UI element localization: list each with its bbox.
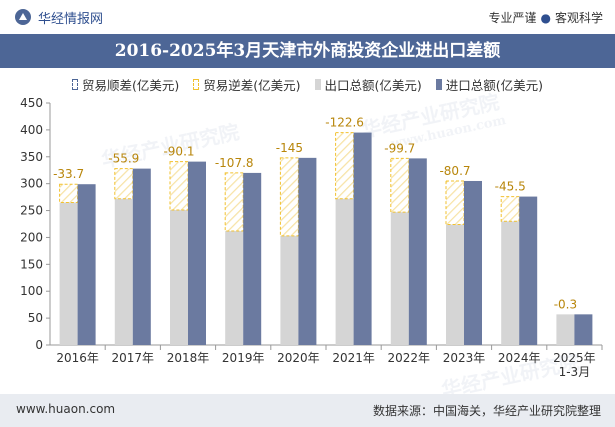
chart-plot: 0 50 100 150 200 250 300 350 400 450 2016年 2017年 201…: [20, 96, 603, 379]
x-tick-label: 2016年: [56, 351, 99, 365]
brand[interactable]: 华经情报网: [14, 8, 104, 27]
import-bar: [132, 168, 151, 345]
footer: www.huaon.com 数据来源：中国海关，华经产业研究院整理: [0, 394, 615, 427]
deficit-data-label: -0.3: [554, 297, 577, 311]
export-bar: [446, 224, 464, 345]
y-tick-label: 400: [20, 123, 43, 137]
title-bar: 2016-2025年3月天津市外商投资企业进出口差额: [0, 34, 615, 68]
deficit-data-label: -80.7: [439, 164, 470, 178]
deficit-data-label: -145: [276, 141, 303, 155]
export-bar: [556, 314, 575, 345]
import-bar: [188, 161, 206, 345]
legend-swatch-surplus-icon: [71, 78, 78, 90]
footer-site-url[interactable]: www.huaon.com: [16, 402, 116, 416]
import-bar: [353, 132, 372, 345]
deficit-data-label: -99.7: [384, 141, 415, 155]
import-bar: [77, 184, 96, 345]
y-tick-label: 100: [20, 284, 43, 298]
legend-label-export: 出口总额(亿美元): [324, 77, 422, 93]
deficit-bar: [59, 183, 79, 203]
legend-item-import[interactable]: 进口总额(亿美元): [435, 75, 544, 94]
y-tick-label: 0: [35, 338, 43, 352]
x-tick-label: 1-3月: [559, 365, 591, 379]
chart-legend: 贸易顺差(亿美元) 贸易逆差(亿美元) 出口总额(亿美元) 进口总额(亿美元): [0, 74, 615, 94]
deficit-data-label: -107.8: [215, 156, 254, 170]
legend-label-import: 进口总额(亿美元): [445, 77, 544, 93]
export-bar: [335, 198, 354, 345]
import-bar: [519, 196, 538, 345]
x-tick-label: 2018年: [167, 351, 210, 365]
tagline-left: 专业严谨: [488, 11, 537, 25]
deficit-bar: [445, 180, 465, 226]
x-tick-label: 2024年: [498, 351, 541, 365]
deficit-data-label: -90.1: [163, 145, 194, 159]
legend-swatch-import-icon: [435, 78, 442, 90]
deficit-bar: [335, 132, 355, 200]
x-tick-label: 2019年: [222, 351, 265, 365]
import-bar: [464, 180, 482, 345]
x-tick-label: 2025年: [553, 351, 596, 365]
y-tick-label: 350: [20, 150, 43, 164]
deficit-bar: [169, 161, 189, 211]
y-tick-label: 50: [28, 311, 43, 325]
deficit-bar: [114, 168, 134, 200]
deficit-bar: [500, 196, 520, 222]
export-bar: [59, 202, 78, 345]
deficit-bar: [224, 172, 244, 232]
top-bar: 华经情报网 专业严谨 ● 客观科学: [0, 0, 615, 34]
deficit-bar: [279, 157, 299, 237]
legend-item-export[interactable]: 出口总额(亿美元): [314, 75, 422, 94]
y-tick-label: 450: [20, 96, 43, 110]
import-bar: [574, 314, 593, 345]
tagline-separator-icon: ●: [540, 11, 551, 25]
import-bar: [298, 157, 317, 345]
x-tick-label: 2020年: [277, 351, 320, 365]
import-bar: [243, 172, 262, 345]
y-tick-label: 300: [20, 177, 43, 191]
x-tick-label: 2023年: [443, 351, 486, 365]
legend-item-surplus[interactable]: 贸易顺差(亿美元): [71, 75, 180, 94]
brand-logo-icon: [15, 9, 31, 25]
tagline: 专业严谨 ● 客观科学: [488, 9, 603, 26]
legend-swatch-deficit-icon: [193, 78, 200, 90]
deficit-bar: [390, 157, 410, 213]
y-tick-label: 150: [20, 257, 43, 271]
import-bar: [408, 158, 427, 345]
export-bar: [170, 210, 188, 345]
export-bar: [280, 235, 299, 345]
legend-item-deficit[interactable]: 贸易逆差(亿美元): [193, 75, 301, 94]
export-bar: [501, 221, 520, 345]
y-tick-label: 200: [20, 230, 43, 244]
export-bar: [225, 230, 244, 345]
footer-source: 数据来源：中国海关，华经产业研究院整理: [372, 404, 601, 418]
brand-name: 华经情报网: [38, 11, 104, 27]
y-tick-label: 250: [20, 204, 43, 218]
x-tick-label: 2021年: [332, 351, 375, 365]
x-tick-label: 2017年: [112, 351, 155, 365]
legend-label-deficit: 贸易逆差(亿美元): [203, 77, 301, 93]
tagline-right: 客观科学: [554, 11, 603, 25]
chart-title: 2016-2025年3月天津市外商投资企业进出口差额: [114, 41, 501, 61]
x-tick-label: 2022年: [388, 351, 431, 365]
legend-swatch-export-icon: [314, 78, 321, 90]
deficit-data-label: -45.5: [495, 180, 526, 194]
legend-label-surplus: 贸易顺差(亿美元): [81, 77, 180, 93]
deficit-data-label: -55.9: [108, 152, 139, 166]
export-bar: [390, 212, 409, 345]
deficit-data-label: -33.7: [53, 167, 84, 181]
deficit-data-label: -122.6: [325, 116, 364, 130]
export-bar: [114, 198, 133, 345]
